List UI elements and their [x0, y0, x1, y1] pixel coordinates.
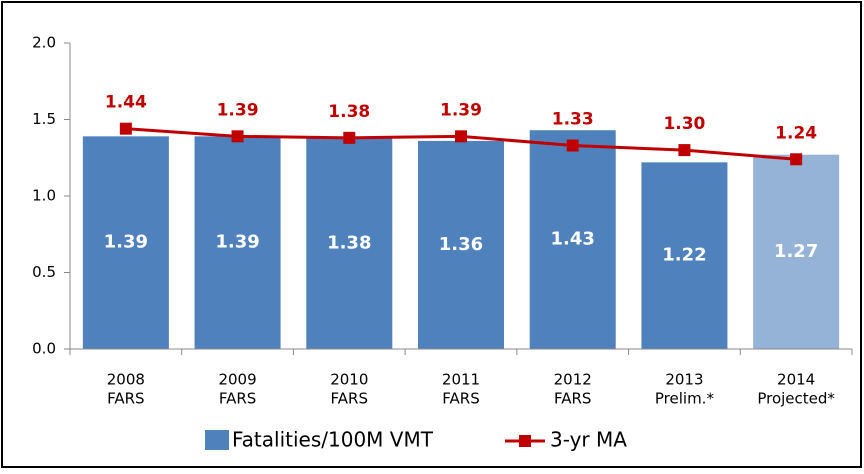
bar-value-label: 1.39 [104, 232, 148, 253]
legend-label: Fatalities/100M VMT [232, 428, 434, 452]
x-tick-label: 2008 [107, 371, 145, 389]
ma-value-label: 1.30 [663, 114, 705, 134]
x-tick-label: FARS [442, 390, 479, 408]
ma-value-label: 1.39 [440, 100, 482, 120]
x-tick-label: FARS [219, 390, 256, 408]
x-tick-label: 2009 [218, 371, 256, 389]
ma-marker [455, 130, 467, 143]
x-tick-label: FARS [331, 390, 368, 408]
y-tick-label: 1.0 [32, 187, 56, 205]
x-tick-label: 2013 [665, 371, 703, 389]
x-tick-label: Prelim.* [655, 390, 715, 408]
bar [82, 136, 169, 349]
ma-marker [566, 139, 579, 152]
bar [194, 136, 281, 349]
bar-value-label: 1.38 [327, 232, 371, 253]
bar-value-label: 1.39 [215, 232, 259, 253]
ma-marker [790, 153, 803, 166]
y-tick-label: 0.5 [32, 263, 56, 281]
ma-value-label: 1.38 [328, 102, 370, 122]
bar [418, 140, 504, 349]
ma-value-label: 1.33 [552, 110, 594, 130]
legend-marker [519, 435, 531, 447]
bar [529, 130, 616, 349]
legend-label: 3-yr MA [550, 428, 627, 452]
bar-value-label: 1.22 [662, 245, 706, 266]
ma-marker [119, 122, 132, 135]
y-tick-label: 1.5 [32, 110, 56, 128]
bar [753, 154, 840, 349]
bar-value-label: 1.43 [551, 229, 595, 250]
bar [641, 162, 728, 349]
ma-value-label: 1.39 [217, 100, 259, 120]
bar-value-label: 1.36 [439, 234, 483, 255]
ma-value-label: 1.44 [105, 93, 147, 113]
x-tick-label: 2014 [777, 371, 815, 389]
y-tick-label: 2.0 [32, 34, 56, 52]
x-tick-label: 2010 [330, 371, 368, 389]
legend-swatch [205, 430, 229, 450]
x-tick-label: 2011 [442, 371, 480, 389]
ma-marker [343, 131, 356, 144]
x-tick-label: 2012 [554, 371, 592, 389]
ma-marker [231, 130, 244, 143]
bar-value-label: 1.27 [774, 241, 818, 262]
x-tick-label: FARS [107, 390, 144, 408]
y-tick-label: 0.0 [32, 340, 56, 358]
bar [306, 137, 393, 349]
x-tick-label: FARS [554, 390, 591, 408]
ma-marker [678, 144, 691, 157]
ma-value-label: 1.24 [775, 123, 817, 143]
x-tick-label: Projected* [757, 390, 835, 408]
